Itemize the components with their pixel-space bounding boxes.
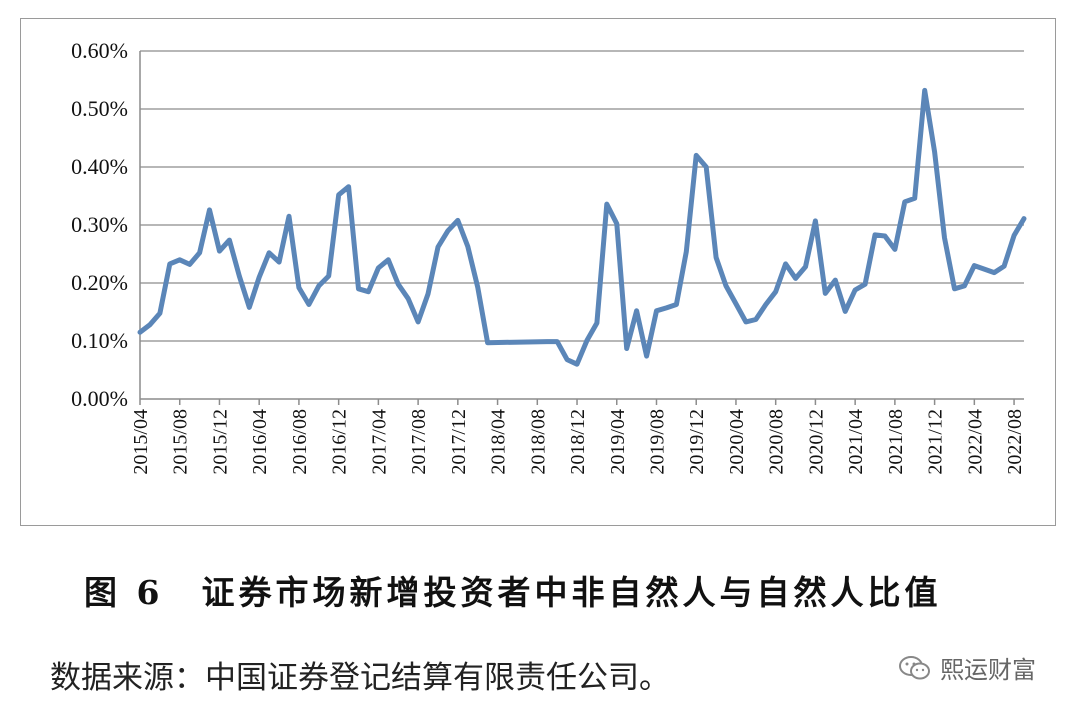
figure-number: 图 6 (84, 573, 164, 612)
x-tick-label: 2020/04 (726, 409, 748, 475)
y-tick-label: 0.40% (71, 154, 128, 179)
x-tick-label: 2019/08 (646, 409, 668, 475)
watermark-text: 熙运财富 (940, 656, 1036, 684)
x-tick-label: 2022/04 (964, 409, 986, 475)
x-tick-label: 2015/04 (130, 409, 152, 475)
x-tick-label: 2016/04 (249, 409, 271, 475)
x-tick-label: 2017/08 (408, 409, 430, 475)
x-tick-label: 2017/04 (368, 409, 390, 475)
x-tick-label: 2022/08 (1004, 409, 1026, 475)
wechat-icon (899, 655, 930, 679)
chart-frame: 0.00% 0.10% 0.20% 0.30% 0.40% 0.50% 0.60% 2015/… (20, 18, 1056, 526)
x-tick-label: 2015/12 (209, 409, 231, 475)
x-tick-label: 2020/12 (805, 409, 827, 475)
y-tick-label: 0.30% (71, 212, 128, 237)
x-tick-label: 2021/08 (885, 409, 907, 475)
x-tick-label: 2015/08 (170, 409, 192, 475)
y-tick-label: 0.60% (71, 38, 128, 63)
source-note: 数据来源：中国证券登记结算有限责任公司。 (50, 660, 670, 696)
y-tick-label: 0.20% (71, 270, 128, 295)
x-tick-label: 2016/12 (329, 409, 351, 475)
x-tick-label: 2021/12 (925, 409, 947, 475)
watermark: 熙运财富 (898, 650, 1036, 685)
series-line (137, 87, 1027, 367)
x-tick-label: 2020/08 (766, 409, 788, 475)
y-tick-label: 0.50% (71, 96, 128, 121)
y-tick-label: 0.10% (71, 328, 128, 353)
x-tick-label: 2017/12 (448, 409, 470, 475)
figure-title: 证券市场新增投资者中非自然人与自然人比值 (201, 573, 942, 612)
x-tick-label: 2016/08 (289, 409, 311, 475)
x-tick-label: 2018/04 (488, 409, 510, 475)
y-tick-label: 0.00% (71, 386, 128, 411)
x-tick-label: 2018/12 (567, 409, 589, 475)
figure-caption: 图 6 证券市场新增投资者中非自然人与自然人比值 (84, 566, 941, 614)
x-tick-label: 2021/04 (845, 409, 867, 475)
x-tick-label: 2019/12 (686, 409, 708, 475)
line-chart: 0.00% 0.10% 0.20% 0.30% 0.40% 0.50% 0.60% 2015/… (71, 38, 1027, 475)
x-tick-label: 2018/08 (527, 409, 549, 475)
x-tick-label: 2019/04 (607, 409, 629, 475)
